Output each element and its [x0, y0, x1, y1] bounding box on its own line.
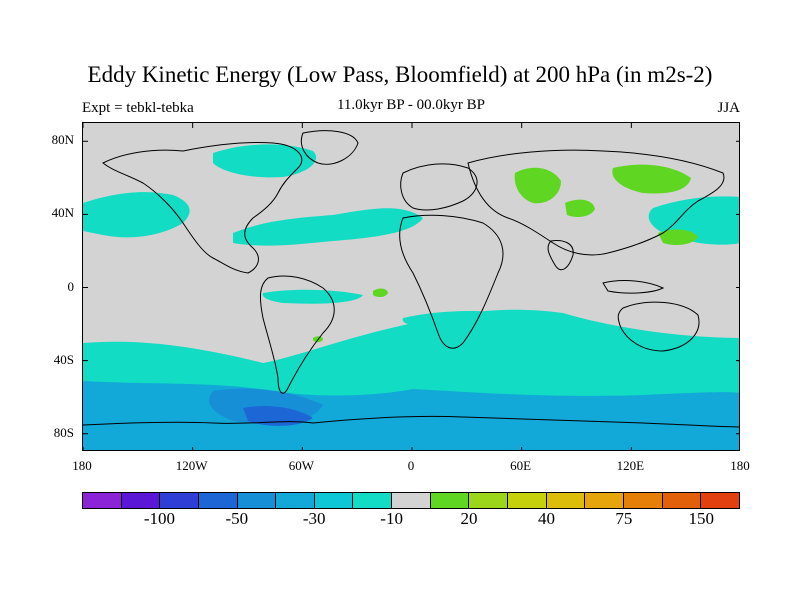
- map-panel: [82, 122, 740, 451]
- europe-outline: [400, 163, 478, 211]
- colorbar-swatch: [160, 493, 199, 508]
- lon-tick-label: 180: [730, 458, 750, 473]
- lon-tick-label: 60W: [288, 458, 314, 473]
- colorbar-swatch: [508, 493, 547, 508]
- lon-tick-label: 120E: [616, 458, 645, 473]
- colorbar-swatch: [585, 493, 624, 508]
- north-atlantic-anomaly: [233, 208, 423, 246]
- colorbar: [82, 492, 740, 509]
- colorbar-swatch: [353, 493, 393, 508]
- anomaly-fields: [83, 144, 739, 450]
- colorbar-swatch: [662, 493, 702, 508]
- colorbar-label: -30: [302, 509, 326, 528]
- lon-tick-label: 0: [407, 458, 415, 473]
- indonesia-outline: [602, 280, 665, 294]
- colorbar-swatch: [546, 493, 586, 508]
- period-label: 11.0kyr BP - 00.0kyr BP: [336, 97, 486, 113]
- colorbar-swatch: [237, 493, 277, 508]
- experiment-label: Expt = tebkl-tebka: [82, 100, 194, 116]
- colorbar-swatch: [276, 493, 315, 508]
- plot-title: Eddy Kinetic Energy (Low Pass, Bloomfiel…: [87, 62, 713, 87]
- lon-tick-label: 120W: [175, 458, 208, 473]
- east-asia-positive: [612, 164, 691, 194]
- colorbar-label: -50: [225, 509, 249, 528]
- africa-outline: [399, 214, 504, 349]
- japan-positive: [658, 229, 698, 245]
- coastlines: [83, 130, 739, 428]
- south-america-outline: [259, 275, 335, 394]
- colorbar-swatch: [392, 493, 431, 508]
- antarctic-deep-anomaly: [243, 406, 313, 426]
- lat-tick-label: 40S: [53, 351, 74, 367]
- colorbar-label: 20: [460, 509, 478, 528]
- season-label: JJA: [717, 100, 740, 116]
- north-pacific-anomaly: [83, 192, 190, 238]
- lon-tick-label: 180: [72, 458, 92, 473]
- north-america-outline: [102, 141, 303, 274]
- canada-anomaly: [213, 144, 317, 178]
- tropical-atlantic-anomaly: [262, 289, 363, 304]
- central-asia-positive: [514, 167, 561, 204]
- colorbar-label: 150: [688, 509, 715, 528]
- tibet-positive: [565, 199, 595, 217]
- antarctica-outline: [83, 415, 739, 428]
- lat-tick-label: 0: [67, 278, 75, 294]
- colorbar-label: -10: [380, 509, 403, 528]
- australia-outline: [617, 301, 700, 352]
- greenland-outline: [300, 130, 359, 165]
- colorbar-swatch: [83, 493, 122, 508]
- colorbar-label: 40: [537, 509, 555, 528]
- colorbar-swatch: [469, 493, 509, 508]
- colorbar-swatch: [314, 493, 354, 508]
- colorbar-swatch: [198, 493, 238, 508]
- south-atlantic-anomaly: [402, 310, 503, 328]
- colorbar-label: -100: [143, 509, 175, 528]
- india-outline: [547, 240, 574, 271]
- lat-tick-label: 80S: [53, 424, 74, 440]
- colorbar-swatch: [701, 493, 739, 508]
- lat-tick-label: 80N: [51, 132, 74, 148]
- asia-outline: [467, 149, 725, 256]
- lat-tick-label: 40N: [51, 205, 74, 221]
- colorbar-swatch: [121, 493, 161, 508]
- axis-ticks: [83, 123, 739, 450]
- colorbar-label: 75: [615, 509, 633, 528]
- colorbar-swatch: [623, 493, 663, 508]
- lon-tick-label: 60E: [510, 458, 532, 473]
- equatorial-positive: [373, 288, 388, 298]
- map-canvas: [83, 123, 739, 450]
- colorbar-swatch: [430, 493, 470, 508]
